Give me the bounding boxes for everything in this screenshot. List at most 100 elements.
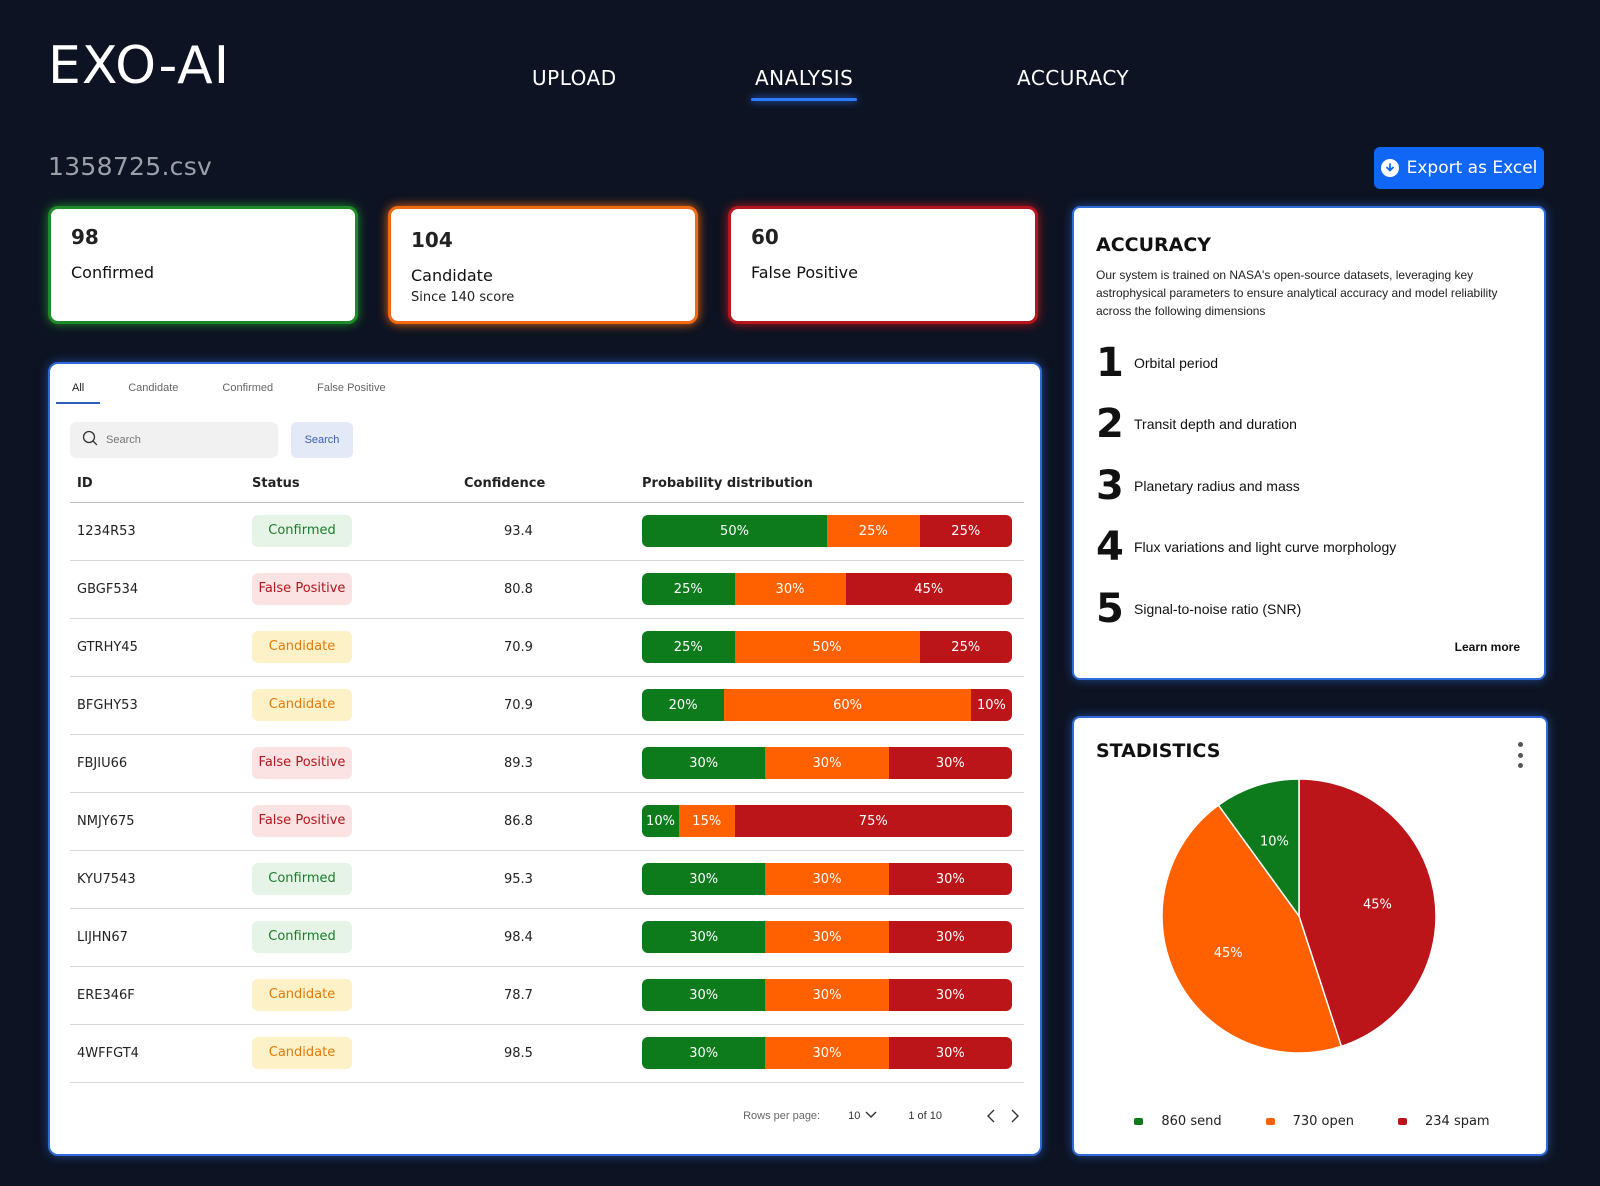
chevron-down-icon[interactable]	[864, 1110, 878, 1123]
stat-label: Confirmed	[71, 263, 155, 282]
cell-id: GBGF534	[70, 560, 252, 619]
confirmed-segment: 30%	[642, 1037, 766, 1069]
legend-swatch	[1134, 1118, 1144, 1125]
candidate-segment: 15%	[679, 805, 735, 837]
accuracy-item-number: 2	[1096, 401, 1124, 448]
candidate-segment: 30%	[765, 921, 889, 953]
cell-id: BFGHY53	[70, 676, 252, 735]
export-label: Export as Excel	[1406, 158, 1538, 178]
pie-chart: 45% 45% 10%	[1161, 778, 1437, 1054]
export-excel-button[interactable]: Export as Excel	[1374, 147, 1544, 189]
table-row[interactable]: NMJY675 False Positive 86.8 10% 15% 75%	[70, 792, 1024, 851]
pagination: Rows per page: 10 1 of 10	[743, 1108, 1020, 1124]
accuracy-item-number: 3	[1096, 462, 1124, 509]
table-row[interactable]: BFGHY53 Candidate 70.9 20% 60% 10%	[70, 676, 1024, 735]
false-positive-segment: 45%	[845, 573, 1012, 605]
rows-per-page-select[interactable]: 10	[848, 1110, 861, 1122]
status-badge: Confirmed	[252, 863, 352, 895]
pie-slice-label: 45%	[1214, 946, 1243, 961]
nav-upload[interactable]: UPLOAD	[532, 66, 617, 90]
probability-bar: 25% 30% 45%	[642, 573, 1012, 605]
cell-id: NMJY675	[70, 792, 252, 851]
accuracy-item: 2 Transit depth and duration	[1096, 394, 1522, 456]
false-positive-segment: 10%	[970, 689, 1012, 721]
search-field[interactable]	[70, 422, 278, 458]
learn-more-link[interactable]: Learn more	[1454, 640, 1520, 654]
status-badge: Confirmed	[252, 921, 352, 953]
next-page-icon[interactable]	[1010, 1108, 1020, 1124]
false-positive-segment: 30%	[888, 921, 1012, 953]
more-vertical-icon[interactable]	[1516, 742, 1524, 768]
table-row[interactable]: 1234R53 Confirmed 93.4 50% 25% 25%	[70, 502, 1024, 561]
cell-status: False Positive	[252, 560, 464, 619]
accuracy-item-text: Signal-to-noise ratio (SNR)	[1134, 600, 1302, 617]
stat-label: False Positive	[751, 263, 858, 282]
statistics-title: STADISTICS	[1096, 740, 1221, 762]
col-header-id[interactable]: ID	[70, 466, 252, 503]
cell-id: FBJIU66	[70, 734, 252, 793]
search-input[interactable]	[106, 434, 256, 446]
cell-id: 1234R53	[70, 502, 252, 561]
confirmed-segment: 50%	[642, 515, 827, 547]
tab-all[interactable]: All	[55, 382, 101, 406]
cell-status: False Positive	[252, 734, 464, 793]
false-positive-segment: 30%	[888, 979, 1012, 1011]
confirmed-segment: 30%	[642, 863, 766, 895]
accuracy-panel: ACCURACY Our system is trained on NASA's…	[1072, 206, 1546, 680]
cell-confidence: 86.8	[464, 792, 642, 851]
prev-page-icon[interactable]	[986, 1108, 996, 1124]
results-panel: All Candidate Confirmed False Positive S…	[48, 362, 1042, 1156]
status-badge: Confirmed	[252, 515, 352, 547]
stat-card-confirmed: 98 Confirmed	[48, 206, 358, 324]
file-name: 1358725.csv	[48, 152, 213, 181]
nav-analysis[interactable]: ANALYSIS	[750, 66, 858, 101]
table-row[interactable]: LIJHN67 Confirmed 98.4 30% 30% 30%	[70, 908, 1024, 967]
confirmed-segment: 25%	[642, 631, 735, 663]
app-logo: EXO-AI	[48, 36, 231, 96]
pie-slice-orange[interactable]	[1161, 804, 1343, 1054]
status-badge: Candidate	[252, 631, 352, 663]
probability-bar: 30% 30% 30%	[642, 921, 1012, 953]
table-row[interactable]: ERE346F Candidate 78.7 30% 30% 30%	[70, 966, 1024, 1025]
cell-status: Candidate	[252, 966, 464, 1025]
false-positive-segment: 25%	[919, 631, 1012, 663]
cell-status: False Positive	[252, 792, 464, 851]
confirmed-segment: 25%	[642, 573, 735, 605]
candidate-segment: 30%	[765, 979, 889, 1011]
probability-bar: 10% 15% 75%	[642, 805, 1012, 837]
col-header-distribution[interactable]: Probability distribution	[642, 466, 1024, 503]
cell-id: LIJHN67	[70, 908, 252, 967]
tab-false-positive[interactable]: False Positive	[317, 382, 386, 394]
table-row[interactable]: GTRHY45 Candidate 70.9 25% 50% 25%	[70, 618, 1024, 677]
search-button[interactable]: Search	[291, 422, 353, 458]
accuracy-item: 5 Signal-to-noise ratio (SNR)	[1096, 578, 1522, 640]
false-positive-segment: 30%	[888, 863, 1012, 895]
status-badge: Candidate	[252, 689, 352, 721]
tab-candidate[interactable]: Candidate	[128, 382, 179, 394]
table-row[interactable]: FBJIU66 False Positive 89.3 30% 30% 30%	[70, 734, 1024, 793]
table-row[interactable]: 4WFFGT4 Candidate 98.5 30% 30% 30%	[70, 1024, 1024, 1083]
nav-accuracy[interactable]: ACCURACY	[1017, 66, 1130, 90]
legend-item: 234 spam	[1398, 1114, 1490, 1129]
candidate-segment: 50%	[734, 631, 920, 663]
probability-bar: 25% 50% 25%	[642, 631, 1012, 663]
table-row[interactable]: GBGF534 False Positive 80.8 25% 30% 45%	[70, 560, 1024, 619]
pie-slice-red[interactable]	[1298, 778, 1437, 1048]
stat-label: Candidate	[411, 266, 493, 285]
candidate-segment: 60%	[724, 689, 971, 721]
col-header-confidence[interactable]: Confidence	[464, 466, 642, 503]
cell-confidence: 93.4	[464, 502, 642, 561]
col-header-status[interactable]: Status	[252, 466, 464, 503]
pie-slice-green[interactable]	[1217, 778, 1300, 919]
pie-slice-label: 45%	[1363, 898, 1392, 913]
page-range: 1 of 10	[908, 1110, 942, 1122]
cell-distribution: 30% 30% 30%	[642, 908, 1024, 967]
tab-confirmed[interactable]: Confirmed	[222, 382, 274, 394]
cell-status: Confirmed	[252, 908, 464, 967]
stat-card-false-positive: 60 False Positive	[728, 206, 1038, 324]
accuracy-item: 1 Orbital period	[1096, 332, 1522, 394]
status-badge: False Positive	[252, 805, 352, 837]
table-row[interactable]: KYU7543 Confirmed 95.3 30% 30% 30%	[70, 850, 1024, 909]
legend-label: 234 spam	[1425, 1114, 1490, 1129]
cell-id: GTRHY45	[70, 618, 252, 677]
